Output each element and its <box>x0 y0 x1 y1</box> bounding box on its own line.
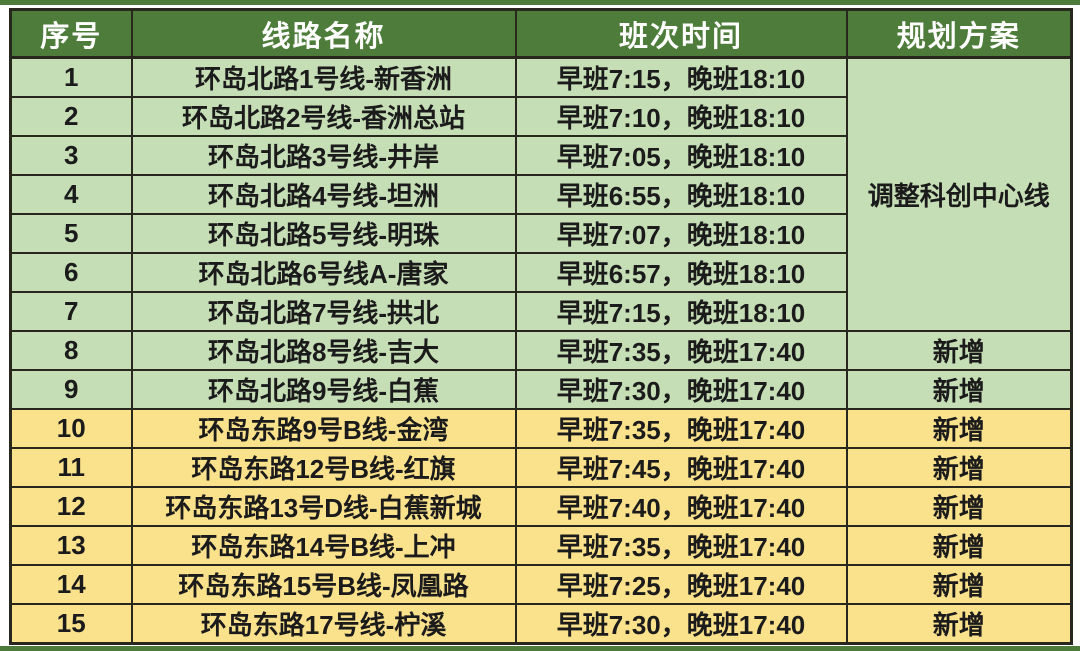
table-row: 15 环岛东路17号线-柠溪 早班7:30，晚班17:40 新增 <box>9 603 1073 645</box>
route-name-cell: 环岛东路13号D线-白蕉新城 <box>130 486 517 527</box>
row-number-cell: 3 <box>9 135 133 176</box>
header-plan: 规划方案 <box>845 8 1073 59</box>
schedule-time-cell: 早班7:35，晚班17:40 <box>514 408 848 449</box>
schedule-time-cell: 早班6:57，晚班18:10 <box>514 252 848 293</box>
route-name-cell: 环岛东路12号B线-红旗 <box>130 447 517 488</box>
row-number-cell: 11 <box>9 447 133 488</box>
table-row: 9 环岛北路9号线-白蕉 早班7:30，晚班17:40 新增 <box>9 369 1073 410</box>
table-row: 1 环岛北路1号线-新香洲 早班7:15，晚班18:10 调整科创中心线 <box>9 56 1073 332</box>
row-number-cell: 9 <box>9 369 133 410</box>
plan-cell: 新增 <box>845 447 1073 488</box>
route-name-cell: 环岛北路5号线-明珠 <box>130 213 517 254</box>
schedule-time-cell: 早班7:30，晚班17:40 <box>514 369 848 410</box>
schedule-time-cell: 早班7:25，晚班17:40 <box>514 564 848 605</box>
table-body: 1 环岛北路1号线-新香洲 早班7:15，晚班18:10 调整科创中心线 2 环岛北路2号… <box>9 56 1073 645</box>
header-row: 序号 线路名称 班次时间 规划方案 <box>9 8 1073 59</box>
bottom-green-band <box>0 646 1080 651</box>
plan-merged-cell: 调整科创中心线 <box>845 56 1073 332</box>
header-number: 序号 <box>9 8 133 59</box>
route-name-cell: 环岛东路15号B线-凤凰路 <box>130 564 517 605</box>
schedule-time-cell: 早班7:35，晚班17:40 <box>514 330 848 371</box>
schedule-time-cell: 早班7:10，晚班18:10 <box>514 96 848 137</box>
row-number-cell: 7 <box>9 291 133 332</box>
schedule-time-cell: 早班7:35，晚班17:40 <box>514 525 848 566</box>
plan-cell: 新增 <box>845 525 1073 566</box>
route-name-cell: 环岛北路7号线-拱北 <box>130 291 517 332</box>
row-number-cell: 14 <box>9 564 133 605</box>
table-row: 7 环岛北路7号线-拱北 早班7:15，晚班18:10 <box>9 291 1072 332</box>
schedule-time-cell: 早班6:55，晚班18:10 <box>514 174 848 215</box>
route-name-cell: 环岛东路9号B线-金湾 <box>130 408 517 449</box>
table-row: 10 环岛东路9号B线-金湾 早班7:35，晚班17:40 新增 <box>9 408 1073 449</box>
plan-cell: 新增 <box>845 369 1073 410</box>
route-name-cell: 环岛北路8号线-吉大 <box>130 330 517 371</box>
row-number-cell: 8 <box>9 330 133 371</box>
schedule-time-cell: 早班7:15，晚班18:10 <box>514 291 848 332</box>
route-name-cell: 环岛东路17号线-柠溪 <box>130 603 517 645</box>
table-row: 5 环岛北路5号线-明珠 早班7:07，晚班18:10 <box>9 213 1072 254</box>
schedule-time-cell: 早班7:45，晚班17:40 <box>514 447 848 488</box>
plan-cell: 新增 <box>845 603 1073 645</box>
route-name-cell: 环岛北路4号线-坦洲 <box>130 174 517 215</box>
row-number-cell: 6 <box>9 252 133 293</box>
table-row: 2 环岛北路2号线-香洲总站 早班7:10，晚班18:10 <box>9 96 1072 137</box>
bus-schedule-table: 序号 线路名称 班次时间 规划方案 1 环岛北路1号线-新香洲 早班7:15，晚班1… <box>9 8 1073 645</box>
route-name-cell: 环岛东路14号B线-上冲 <box>130 525 517 566</box>
route-name-cell: 环岛北路3号线-井岸 <box>130 135 517 176</box>
top-green-band <box>0 0 1080 5</box>
schedule-time-cell: 早班7:30，晚班17:40 <box>514 603 848 645</box>
schedule-time-cell: 早班7:15，晚班18:10 <box>514 56 848 98</box>
table-row: 11 环岛东路12号B线-红旗 早班7:45，晚班17:40 新增 <box>9 447 1073 488</box>
table-row: 6 环岛北路6号线A-唐家 早班6:57，晚班18:10 <box>9 252 1072 293</box>
table-row: 4 环岛北路4号线-坦洲 早班6:55，晚班18:10 <box>9 174 1072 215</box>
table-row: 8 环岛北路8号线-吉大 早班7:35，晚班17:40 新增 <box>9 330 1073 371</box>
row-number-cell: 4 <box>9 174 133 215</box>
table-row: 14 环岛东路15号B线-凤凰路 早班7:25，晚班17:40 新增 <box>9 564 1073 605</box>
schedule-time-cell: 早班7:40，晚班17:40 <box>514 486 848 527</box>
header-route-name: 线路名称 <box>130 8 517 59</box>
route-name-cell: 环岛北路9号线-白蕉 <box>130 369 517 410</box>
table-row: 12 环岛东路13号D线-白蕉新城 早班7:40，晚班17:40 新增 <box>9 486 1073 527</box>
plan-cell: 新增 <box>845 408 1073 449</box>
route-name-cell: 环岛北路6号线A-唐家 <box>130 252 517 293</box>
row-number-cell: 10 <box>9 408 133 449</box>
header-schedule-time: 班次时间 <box>514 8 848 59</box>
plan-cell: 新增 <box>845 564 1073 605</box>
plan-cell: 新增 <box>845 330 1073 371</box>
row-number-cell: 2 <box>9 96 133 137</box>
route-name-cell: 环岛北路2号线-香洲总站 <box>130 96 517 137</box>
row-number-cell: 5 <box>9 213 133 254</box>
row-number-cell: 13 <box>9 525 133 566</box>
row-number-cell: 15 <box>9 603 133 645</box>
row-number-cell: 12 <box>9 486 133 527</box>
schedule-time-cell: 早班7:05，晚班18:10 <box>514 135 848 176</box>
table-row: 13 环岛东路14号B线-上冲 早班7:35，晚班17:40 新增 <box>9 525 1073 566</box>
route-name-cell: 环岛北路1号线-新香洲 <box>130 56 517 98</box>
row-number-cell: 1 <box>9 56 133 98</box>
table-row: 3 环岛北路3号线-井岸 早班7:05，晚班18:10 <box>9 135 1072 176</box>
plan-cell: 新增 <box>845 486 1073 527</box>
schedule-time-cell: 早班7:07，晚班18:10 <box>514 213 848 254</box>
